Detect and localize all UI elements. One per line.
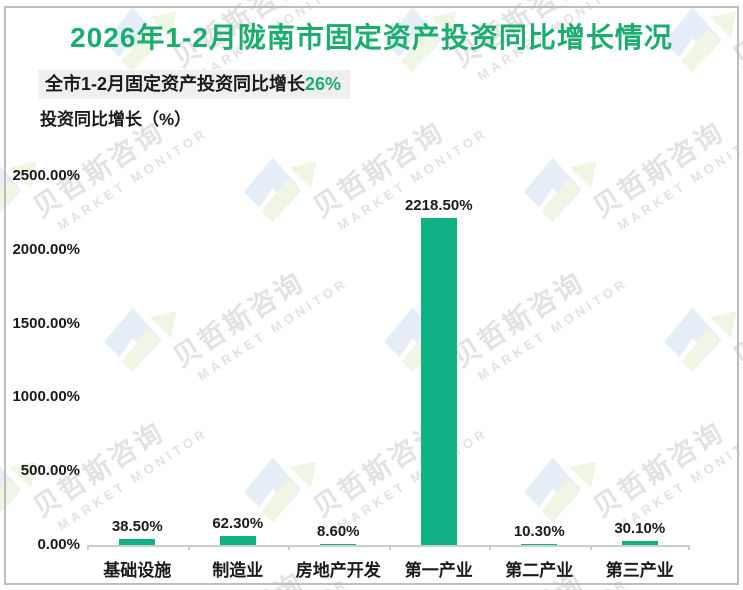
category-label: 房地产开发: [295, 561, 381, 580]
bar: [320, 543, 357, 545]
subtitle-text: 全市1-2月固定资产投资同比增长: [45, 74, 306, 94]
x-axis-tick: [187, 545, 190, 550]
bar-slot: 38.50% 基础设施: [87, 176, 188, 580]
bar-value-label: 8.60%: [316, 522, 360, 540]
y-tick-label: 2500.00%: [12, 167, 80, 184]
watermark-cn-text: 贝哲斯咨询: [727, 266, 743, 374]
bar-value-label: 2218.50%: [404, 196, 473, 214]
category-label: 基础设施: [103, 561, 172, 580]
y-tick-label: 1500.00%: [12, 314, 80, 332]
plot-area: 38.50% 基础设施 62.30% 制造业 8.60% 房地产开发 2218.50% 第一产…: [87, 176, 691, 581]
y-tick-label: 500.00%: [20, 462, 80, 480]
x-axis-tick: [589, 545, 592, 550]
bar-value-label: 30.10%: [614, 519, 666, 537]
watermark-cn-text: 贝哲斯咨询: [724, 540, 743, 590]
x-axis-tick: [87, 545, 89, 550]
bar-slot: 62.30% 制造业: [188, 176, 289, 580]
x-axis-tick: [688, 545, 690, 550]
chart-title: 2026年1-2月陇南市固定资产投资同比增长情况: [70, 22, 673, 53]
x-axis-tick: [489, 545, 491, 550]
bar: [420, 217, 457, 545]
bar-value-label: 62.30%: [212, 514, 264, 532]
bar: [119, 539, 156, 545]
category-label: 第一产业: [404, 561, 473, 580]
category-label: 第二产业: [505, 561, 574, 580]
bar-slot: 8.60% 房地产开发: [288, 176, 389, 580]
bar-value-label: 38.50%: [111, 518, 163, 536]
x-axis-tick: [388, 545, 391, 550]
y-tick-label: 2000.00%: [12, 240, 80, 258]
y-axis-title: 投资同比增长（%）: [40, 110, 192, 129]
category-label: 制造业: [212, 561, 264, 580]
x-axis-tick: [288, 545, 290, 550]
y-tick-label: 1000.00%: [12, 388, 80, 406]
category-label: 第三产业: [605, 561, 674, 580]
bar-slot: 10.30% 第二产业: [489, 176, 590, 581]
y-axis: 0.00% 500.00% 1000.00% 1500.00% 2000.00% 2500…: [0, 0, 80, 590]
bar: [521, 543, 558, 545]
bar-slot: 2218.50% 第一产业: [389, 176, 490, 581]
subtitle-highlight: 26%: [305, 74, 342, 94]
subtitle-badge: 全市1-2月固定资产投资同比增长26%: [38, 70, 351, 99]
bar-slot: 30.10% 第三产业: [590, 176, 691, 580]
bar: [219, 535, 256, 545]
bar: [621, 540, 658, 545]
y-tick-label: 0.00%: [37, 536, 80, 553]
bar-value-label: 10.30%: [513, 522, 565, 540]
